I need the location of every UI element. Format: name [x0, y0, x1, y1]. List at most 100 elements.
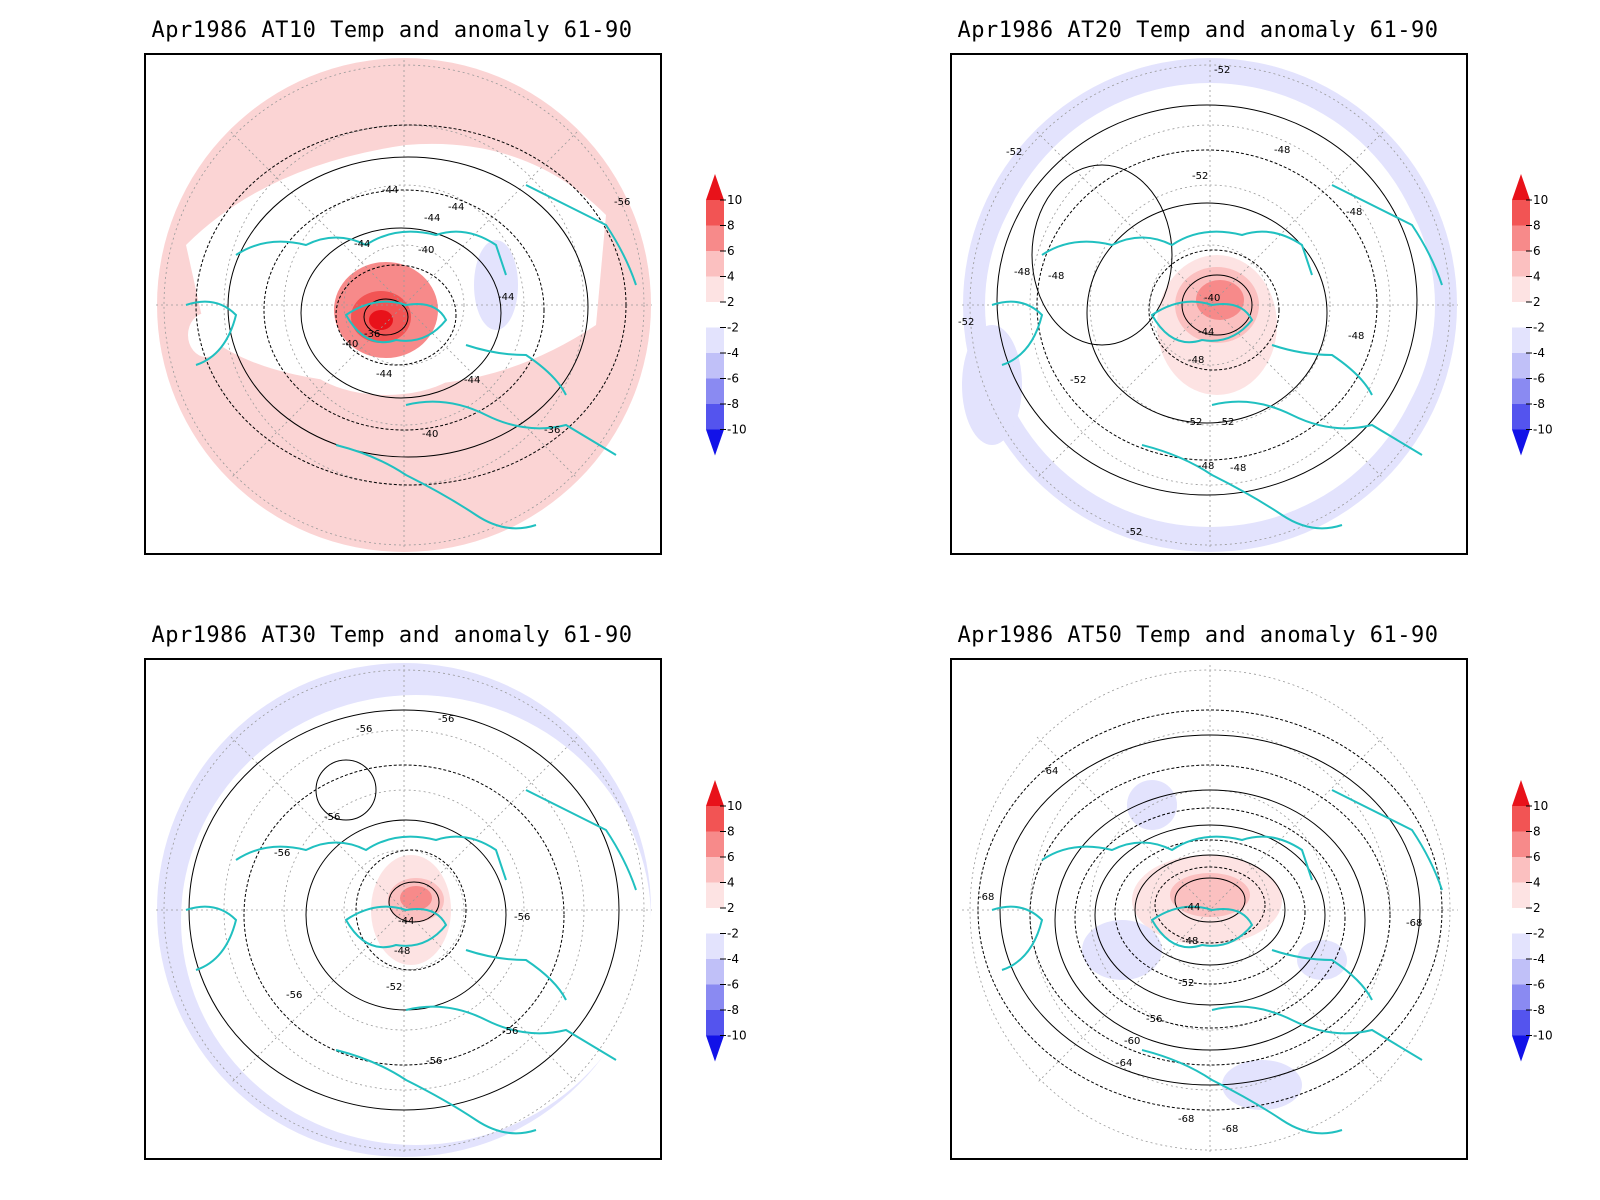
colorbar-label: 10 — [1533, 193, 1548, 207]
colorbar-label: -6 — [1533, 978, 1545, 992]
contour-label: -48 — [394, 946, 410, 957]
colorbar-segment — [706, 806, 724, 832]
colorbar-label: 4 — [1533, 876, 1541, 890]
colorbar-label: 4 — [727, 876, 735, 890]
contour-label: -56 — [502, 1026, 518, 1037]
colorbar-segment — [1512, 806, 1530, 832]
contour-label: -48 — [1048, 271, 1064, 282]
panel-title: Apr1986 AT50 Temp and anomaly 61-90 — [957, 623, 1439, 648]
colorbar-label: 6 — [727, 850, 735, 864]
contour-label: -60 — [1124, 1036, 1140, 1047]
contour-label: -48 — [1014, 267, 1030, 278]
map-svg: -56 -56 -56 -56 -44 -56 -48 -52 -56 -56 … — [156, 663, 652, 1157]
colorbar-label: -8 — [1533, 397, 1545, 411]
colorbar-segment — [1512, 251, 1530, 277]
colorbar-label: 2 — [1533, 901, 1541, 915]
contour-label: -68 — [1178, 1114, 1194, 1125]
contour-label: -52 — [1070, 375, 1086, 386]
contour-label: -44 — [354, 239, 370, 250]
colorbar-segment — [1512, 857, 1530, 883]
contour-label: -68 — [1406, 918, 1422, 929]
contour-label: -52 — [1218, 417, 1234, 428]
contour-label: -56 — [614, 197, 630, 208]
colorbar-label: 8 — [1533, 825, 1541, 839]
panel-title: Apr1986 AT20 Temp and anomaly 61-90 — [957, 18, 1439, 43]
colorbar-segment — [706, 251, 724, 277]
colorbar-segment — [1512, 327, 1530, 353]
contour-label: -48 — [1188, 355, 1204, 366]
colorbar-segment — [706, 327, 724, 353]
colorbar-arrow-low — [1512, 429, 1530, 456]
contour-label: -44 — [424, 213, 440, 224]
colorbar-label: -8 — [727, 1003, 739, 1017]
contour-label: -56 — [356, 724, 372, 735]
colorbar-segment — [706, 225, 724, 251]
colorbar-segment — [1512, 404, 1530, 430]
colorbar-label: 8 — [727, 825, 735, 839]
colorbar-label: -4 — [1533, 346, 1545, 360]
colorbar-arrow-low — [1512, 1035, 1530, 1062]
contour-label: -52 — [1126, 527, 1142, 538]
contour-label: -56 — [514, 912, 530, 923]
contour-label: -48 — [1182, 936, 1198, 947]
colorbar-label: -4 — [727, 346, 739, 360]
colorbar-segment — [1512, 276, 1530, 302]
contour-label: -52 — [386, 982, 402, 993]
contour-label: -44 — [376, 369, 392, 380]
contour-label: -44 — [1184, 902, 1200, 913]
colorbar-label: 2 — [727, 901, 735, 915]
contour-label: -48 — [1230, 463, 1246, 474]
colorbar-arrow-high — [706, 780, 724, 806]
colorbar-arrow-high — [1512, 780, 1530, 806]
contour-label: -44 — [464, 375, 480, 386]
colorbar-segment — [1512, 882, 1530, 908]
colorbar-label: -10 — [727, 1029, 747, 1043]
colorbar-label: 10 — [727, 799, 742, 813]
colorbar: 10 8 6 4 2 -2 -4 -6 -8 -10 — [706, 780, 747, 1062]
contour-label: -48 — [1274, 145, 1290, 156]
colorbar-label: -10 — [1533, 423, 1553, 437]
contour-label: -56 — [286, 990, 302, 1001]
colorbar-label: -6 — [727, 372, 739, 386]
colorbar-label: 6 — [727, 244, 735, 258]
colorbar-label: 8 — [727, 219, 735, 233]
colorbar-segment — [706, 276, 724, 302]
colorbar-label: -10 — [727, 423, 747, 437]
colorbar-label: -6 — [1533, 372, 1545, 386]
colorbar-label: 6 — [1533, 244, 1541, 258]
contour-label: -68 — [978, 892, 994, 903]
contour-label: -36 — [364, 329, 380, 340]
colorbar-segment — [706, 831, 724, 857]
colorbar-segment — [706, 378, 724, 404]
colorbar-label: 10 — [727, 193, 742, 207]
colorbar-segment — [706, 908, 724, 934]
colorbar-arrow-low — [706, 1035, 724, 1062]
colorbar-segment — [1512, 908, 1530, 934]
polar-map: -56 -44 -44 -44 -40 -44 -44 -36 -40 -44 … — [144, 53, 662, 555]
contour-label: -56 — [1146, 1014, 1162, 1025]
panel-title: Apr1986 AT30 Temp and anomaly 61-90 — [151, 623, 633, 648]
colorbar: 10 8 6 4 2 -2 -4 -6 -8 -10 — [1512, 780, 1553, 1062]
contour-label: -48 — [1346, 207, 1362, 218]
contour-label: -44 — [498, 292, 514, 303]
polar-map: -64 -68 -44 -68 -48 -52 -56 -60 -64 -68 … — [950, 658, 1468, 1160]
contour-label: -48 — [1198, 461, 1214, 472]
contour-label: -52 — [958, 317, 974, 328]
colorbar-label: -2 — [1533, 927, 1545, 941]
polar-map: -52 -52 -48 -52 -48 -48 -48 -52 -40 -44 … — [950, 53, 1468, 555]
colorbar-segment — [1512, 225, 1530, 251]
colorbar-segment — [1512, 378, 1530, 404]
colorbar-label: 10 — [1533, 799, 1548, 813]
colorbar-label: 6 — [1533, 850, 1541, 864]
colorbar-arrow-low — [706, 429, 724, 456]
colorbar-label: 2 — [1533, 295, 1541, 309]
colorbar-segment — [706, 404, 724, 430]
contour-label: -48 — [1348, 331, 1364, 342]
colorbar-segment — [1512, 959, 1530, 985]
contour-label: -40 — [1204, 293, 1220, 304]
colorbar: 10 8 6 4 2 -2 -4 -6 -8 -10 — [706, 174, 747, 456]
contour-label: -40 — [422, 429, 438, 440]
colorbar-label: 4 — [727, 270, 735, 284]
contour-label: -40 — [418, 245, 434, 256]
colorbar-label: 2 — [727, 295, 735, 309]
